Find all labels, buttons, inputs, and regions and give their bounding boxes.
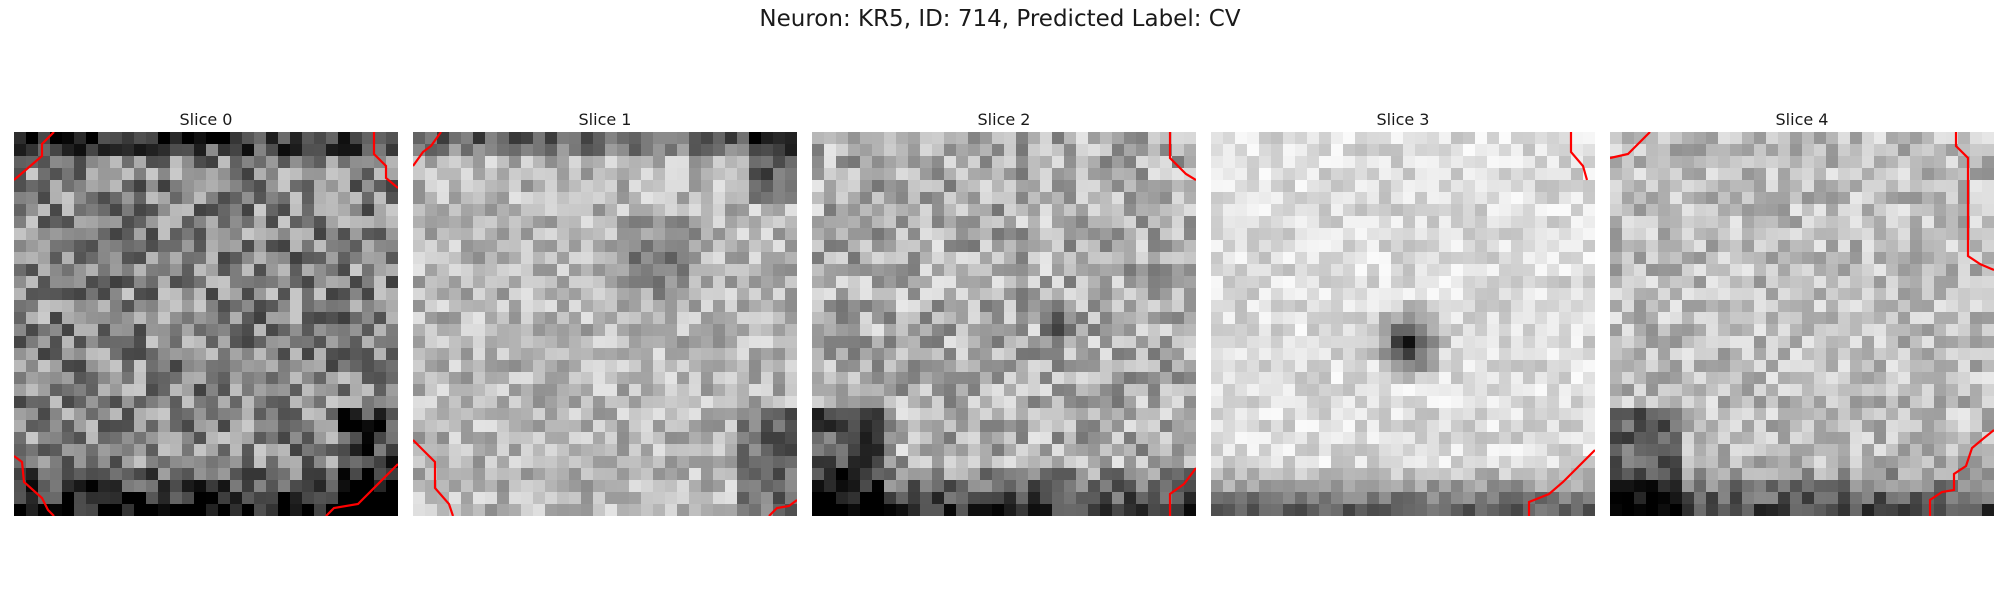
grayscale-heatmap [812,132,1196,516]
contour-overlay [1168,132,1196,516]
contour-overlay [1610,132,1994,516]
slice-image [413,132,797,516]
slice-image [14,132,398,516]
grayscale-heatmap [1610,132,1994,516]
contour-line-tr [1168,132,1196,181]
slice-title: Slice 4 [1775,110,1829,129]
contour-line-tl [413,132,442,167]
contour-line-bl [14,455,55,516]
slice-image [1211,132,1595,516]
contour-line-br [1168,467,1196,516]
slice-title: Slice 2 [977,110,1031,129]
contour-line-bl [413,439,455,516]
contour-overlay [413,132,797,516]
figure-title: Neuron: KR5, ID: 714, Predicted Label: C… [759,6,1241,32]
slice-panel-4: Slice 4 [1610,108,1994,516]
slice-title: Slice 3 [1376,110,1430,129]
slice-title: Slice 1 [578,110,632,129]
grayscale-heatmap [14,132,398,516]
contour-overlay [1527,132,1595,516]
slice-image [812,132,1196,516]
contour-line-br [768,499,797,516]
contour-line-br [325,463,398,516]
slice-panel-1: Slice 1 [413,108,797,516]
grayscale-heatmap [1211,132,1595,516]
slice-panel-2: Slice 2 [812,108,1196,516]
slice-image [1610,132,1994,516]
slice-title: Slice 0 [179,110,233,129]
slice-panel-3: Slice 3 [1211,108,1595,516]
contour-line-tr [372,132,398,189]
contour-line-tr [1569,132,1589,181]
slice-panel-0: Slice 0 [14,108,398,516]
contour-line-tr [1954,132,1994,272]
contour-overlay [14,132,398,516]
contour-line-tl [1610,132,1651,160]
contour-line-br [1527,449,1595,516]
contour-line-br [1928,429,1994,516]
contour-line-tl [14,132,55,181]
grayscale-heatmap [413,132,797,516]
